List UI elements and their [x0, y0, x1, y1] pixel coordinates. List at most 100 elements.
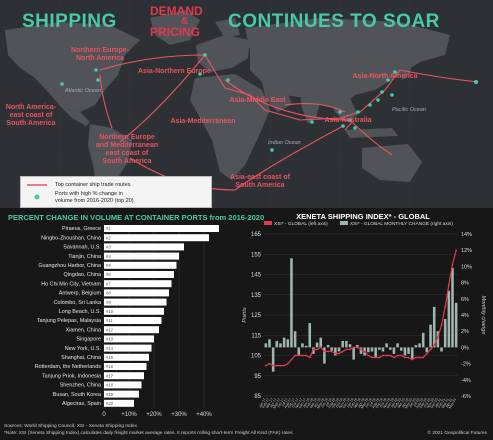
change-bar: [282, 337, 286, 348]
port-bar: [104, 271, 174, 278]
port-label: Tanjung Pelepas, Malaysia: [37, 318, 101, 324]
indonesia: [345, 128, 398, 138]
x-tick: Feb-21: [437, 397, 446, 408]
change-bar: [407, 347, 410, 354]
port-bar: [104, 326, 159, 334]
port-rank: #1: [106, 226, 111, 231]
y2-tick: 0%: [461, 345, 469, 351]
port-rank: #3: [106, 245, 111, 250]
change-bar: [356, 344, 359, 348]
port-label: Shenzhen, China: [60, 383, 101, 389]
port-marker: [474, 80, 478, 84]
y2-tick: -4%: [461, 378, 471, 384]
xsi-point: [400, 354, 403, 357]
port-bar: [104, 399, 134, 407]
port-rank: #11: [106, 318, 113, 323]
port-rank: #13: [106, 337, 114, 342]
xsi-point: [297, 354, 300, 357]
x-tick: Jul-17: [281, 397, 289, 407]
australia: [362, 144, 422, 182]
port-marker: [310, 120, 314, 124]
change-bar: [454, 302, 458, 348]
route-asia-northern-europe: [204, 54, 401, 121]
port-label: Qingdao, China: [64, 272, 101, 278]
change-bar: [271, 347, 275, 372]
x-tick: Apr-21: [445, 397, 454, 408]
y2-tick: 10%: [461, 264, 472, 270]
route-label: Northern Europe- North America: [71, 47, 129, 62]
xsi-point: [436, 336, 439, 339]
x-tick: Jul-19: [368, 397, 376, 407]
port-bar: [104, 225, 219, 232]
xsi-point: [272, 364, 275, 367]
xsi-point: [275, 364, 278, 367]
port-rank: #2: [106, 235, 111, 240]
title-amp: &: [181, 16, 189, 27]
xsi-point: [455, 249, 458, 252]
change-bar: [421, 332, 425, 348]
port-bar: [104, 307, 164, 315]
x-tick: Oct-20: [423, 397, 432, 408]
port-rank: #15: [106, 355, 114, 360]
xsi-point: [429, 348, 432, 351]
route-label: North America- east coast of South Ameri…: [5, 104, 57, 127]
x-tick: Jun-17: [276, 397, 285, 408]
x-tick: Jan-17: [258, 397, 267, 408]
y2-tick: 8%: [461, 281, 469, 287]
x-tick: Jul-18: [324, 397, 332, 407]
port-marker: [356, 110, 360, 114]
y-tick: 135: [251, 293, 262, 299]
xsi-point: [371, 356, 373, 359]
title-pricing: PRICING: [150, 25, 201, 39]
title-left: SHIPPING: [22, 11, 117, 32]
change-bar: [392, 347, 396, 354]
x-tick: Sep-19: [375, 397, 384, 409]
bar-chart: 0 +10% +20% +30% +40% Piraeus, Greece #1 Ningbo…: [35, 224, 219, 418]
x-tick: Aug-19: [371, 397, 380, 409]
port-label: Guangzhou Harbor, China: [38, 263, 101, 269]
scandinavia: [215, 18, 240, 38]
xsi-point: [374, 356, 377, 359]
change-bar: [275, 340, 279, 348]
port-label: Ho Chi Min City, Vietnam: [41, 281, 101, 287]
xsi-point: [393, 356, 395, 359]
xsi-point: [451, 263, 454, 266]
x-tick: May-19: [360, 397, 369, 409]
change-bar: [443, 319, 447, 348]
port-rank: #5: [106, 263, 111, 268]
port-bar: [104, 390, 139, 398]
route-asia-north-america: [399, 69, 479, 83]
x-tick: Dec-17: [298, 397, 307, 409]
y2-tick: 2%: [461, 329, 469, 335]
port-rank: #20: [106, 401, 114, 406]
xsi-point: [415, 356, 417, 359]
port-bar: [104, 243, 184, 251]
port-marker: [94, 68, 98, 72]
arabia: [262, 82, 292, 112]
xsi-point: [433, 344, 436, 347]
xsi-point: [389, 354, 392, 357]
y-tick: 105: [251, 354, 262, 360]
y-tick: 145: [251, 273, 262, 279]
legend-swatch-line: [264, 221, 272, 225]
xsi-point: [330, 350, 333, 353]
change-bar: [319, 337, 323, 348]
port-marker: [393, 70, 397, 74]
change-bar: [396, 343, 399, 348]
xsi-point: [294, 354, 297, 357]
footer-sources: Sources: World Shipping Council, XSI - X…: [4, 424, 137, 429]
x-tick: Aug-20: [415, 397, 424, 409]
port-rank: #19: [106, 392, 114, 397]
x-tick: May-20: [404, 397, 413, 409]
xsi-point: [338, 352, 340, 355]
title-right: CONTINUES TO SOAR: [228, 11, 440, 32]
legend-routes-label: Top container ship trade routes: [55, 182, 131, 188]
x-tick: May-21: [448, 397, 457, 409]
port-label: Colombo, Sri Lanka: [54, 300, 101, 306]
xsi-point: [363, 350, 366, 353]
x-tick: Dec-20: [430, 397, 439, 409]
change-bar: [290, 258, 293, 348]
port-marker: [390, 93, 394, 97]
change-bar: [436, 331, 440, 348]
port-rank: #4: [106, 254, 111, 259]
